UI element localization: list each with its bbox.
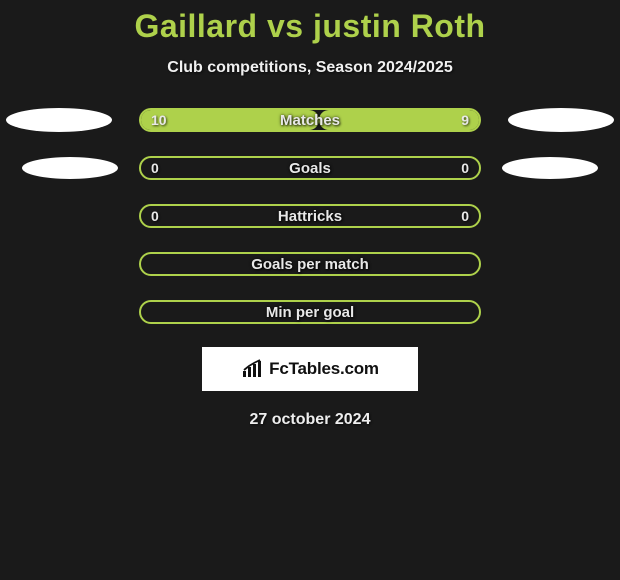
stat-value-left: 0 — [151, 208, 159, 224]
stat-label: Min per goal — [266, 304, 354, 321]
logo-text: FcTables.com — [269, 359, 379, 379]
subtitle: Club competitions, Season 2024/2025 — [0, 59, 620, 77]
stat-row: 10 9 Matches — [0, 107, 620, 133]
stat-bar: Goals per match — [139, 252, 481, 276]
page-title: Gaillard vs justin Roth — [0, 8, 620, 45]
stat-row: Min per goal — [0, 299, 620, 325]
stat-row: Goals per match — [0, 251, 620, 277]
stat-row: 0 0 Goals — [0, 155, 620, 181]
fctables-logo[interactable]: FcTables.com — [202, 347, 418, 391]
side-ellipse-right — [508, 108, 614, 132]
stat-label: Goals — [289, 160, 331, 177]
stat-bar: Min per goal — [139, 300, 481, 324]
stat-value-left: 0 — [151, 160, 159, 176]
stat-label: Goals per match — [251, 256, 369, 273]
stat-row: 0 0 Hattricks — [0, 203, 620, 229]
stat-bar-fill-right — [319, 110, 479, 130]
stat-value-right: 0 — [461, 208, 469, 224]
stat-value-right: 0 — [461, 160, 469, 176]
date-label: 27 october 2024 — [0, 411, 620, 429]
stat-bar: 0 0 Goals — [139, 156, 481, 180]
stat-value-right: 9 — [461, 112, 469, 128]
stat-rows: 10 9 Matches 0 0 Goals 0 0 Hattricks Goals per ma… — [0, 107, 620, 325]
stat-label: Matches — [280, 112, 340, 129]
side-ellipse-left — [6, 108, 112, 132]
stat-bar: 0 0 Hattricks — [139, 204, 481, 228]
side-ellipse-right — [502, 157, 598, 179]
side-ellipse-left — [22, 157, 118, 179]
stat-bar: 10 9 Matches — [139, 108, 481, 132]
chart-icon — [241, 359, 265, 379]
stat-value-left: 10 — [151, 112, 167, 128]
stat-label: Hattricks — [278, 208, 342, 225]
comparison-widget: Gaillard vs justin Roth Club competition… — [0, 0, 620, 429]
